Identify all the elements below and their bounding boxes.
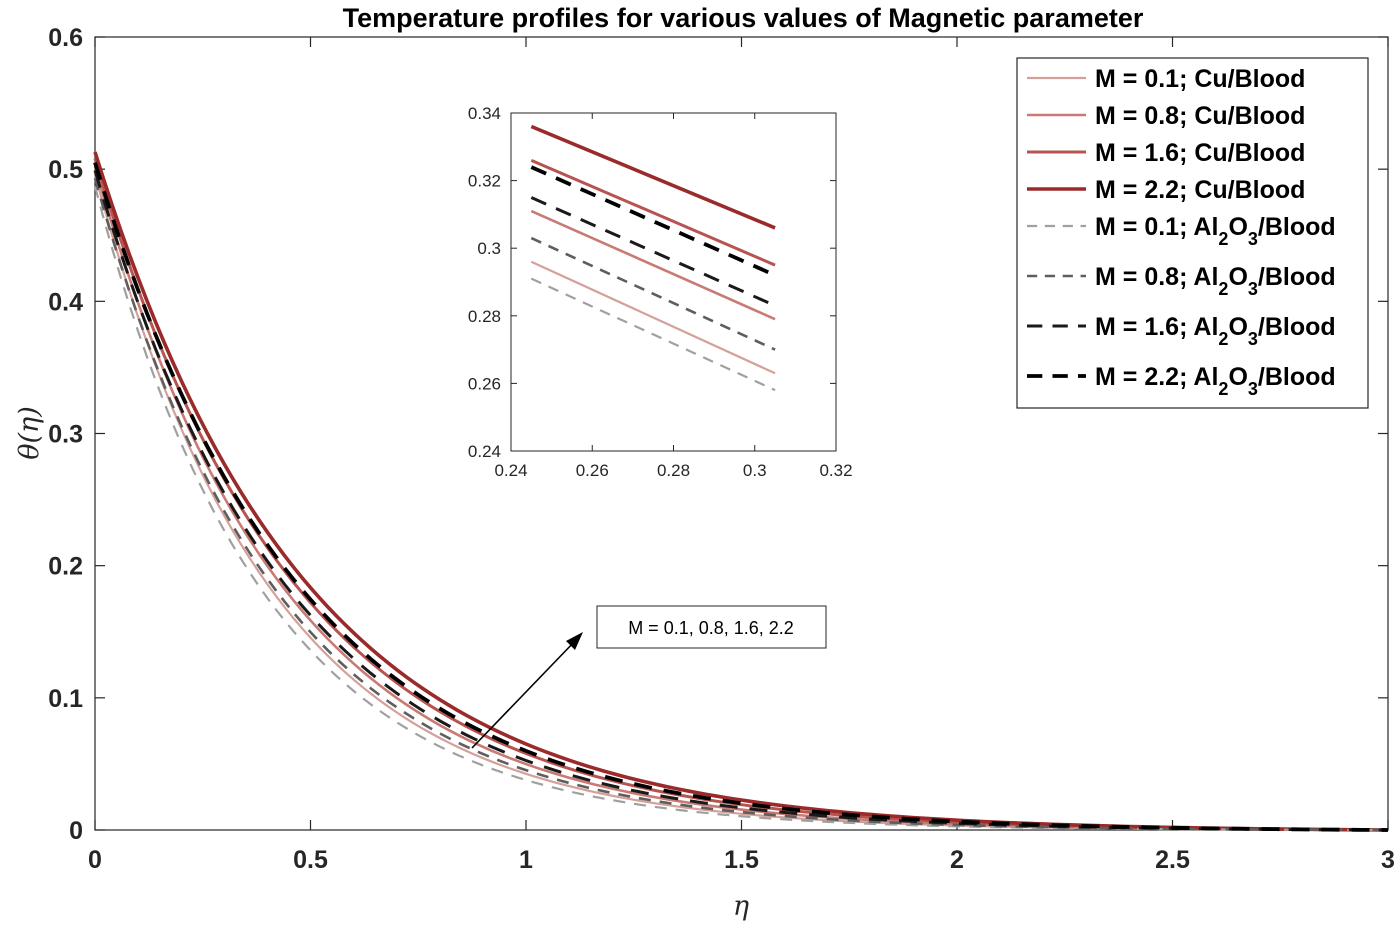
series-line-8 <box>93 161 1389 832</box>
x-tick-label: 1 <box>519 846 533 874</box>
inset-series-line-8 <box>530 165 776 277</box>
inset-series-line-7 <box>530 196 776 308</box>
legend-label-1: M = 0.1; Cu/Blood <box>1095 65 1305 93</box>
legend-label-sub2: 3 <box>1248 279 1258 299</box>
inset-series-line-3 <box>530 158 776 267</box>
inset-series-line-6 <box>530 236 776 351</box>
inset-x-tick-label: 0.28 <box>657 461 690 480</box>
annotation-arrowhead <box>566 632 583 650</box>
inset-x-tick-label: 0.3 <box>743 461 767 480</box>
y-tick-label: 0.6 <box>48 24 83 52</box>
legend-label-3: M = 1.6; Cu/Blood <box>1095 139 1305 167</box>
legend-label-main: M = 2.2; Al <box>1095 363 1218 391</box>
annotation-text: M = 0.1, 0.8, 1.6, 2.2 <box>628 618 794 638</box>
series-line-5 <box>93 186 1389 832</box>
annotation-box <box>596 605 827 649</box>
x-tick-label: 2 <box>950 846 964 874</box>
legend-label-mid: O <box>1228 263 1247 291</box>
legend-label-main: M = 1.6; Cu/Blood <box>1095 139 1305 167</box>
legend-label-5: M = 0.1; Al2O3/Blood <box>1095 213 1336 249</box>
legend-label-mid: O <box>1228 213 1247 241</box>
inset-y-tick-label: 0.28 <box>468 307 501 326</box>
legend-label-tail: /Blood <box>1258 363 1336 391</box>
y-tick-label: 0.1 <box>48 685 83 713</box>
inset-y-tick-label: 0.32 <box>468 172 501 191</box>
legend: M = 0.1; Cu/Blood M = 0.8; Cu/Blood M = 1.… <box>1016 57 1369 409</box>
legend-label-tail: /Blood <box>1258 213 1336 241</box>
legend-label-sub2: 3 <box>1248 379 1258 399</box>
y-tick-label: 0.3 <box>48 421 83 449</box>
legend-label-7: M = 1.6; Al2O3/Blood <box>1095 313 1336 349</box>
legend-label-mid: O <box>1228 363 1247 391</box>
legend-label-sub: 2 <box>1218 279 1228 299</box>
legend-label-4: M = 2.2; Cu/Blood <box>1095 176 1305 204</box>
annotation: M = 0.1, 0.8, 1.6, 2.2 <box>471 605 827 749</box>
legend-label-sub2: 3 <box>1248 329 1258 349</box>
annotation-arrow <box>471 639 577 749</box>
legend-label-main: M = 1.6; Al <box>1095 313 1218 341</box>
inset-x-tick-label: 0.24 <box>494 461 527 480</box>
legend-label-main: M = 0.1; Al <box>1095 213 1218 241</box>
y-tick-label: 0 <box>69 817 83 845</box>
main-series-lines <box>93 151 1389 832</box>
inset-y-tick-label: 0.24 <box>468 442 501 461</box>
y-axis-label: θ(η) <box>14 406 45 460</box>
inset-series-line-2 <box>530 209 776 321</box>
legend-label-sub: 2 <box>1218 329 1228 349</box>
x-tick-label: 2.5 <box>1155 846 1190 874</box>
legend-label-main: M = 0.8; Cu/Blood <box>1095 102 1305 130</box>
legend-label-2: M = 0.8; Cu/Blood <box>1095 102 1305 130</box>
legend-label-6: M = 0.8; Al2O3/Blood <box>1095 263 1336 299</box>
legend-label-sub: 2 <box>1218 379 1228 399</box>
legend-label-mid: O <box>1228 313 1247 341</box>
main-axis-ticks: 0 0.5 1 1.5 2 2.5 3 0 0.1 0.2 0.3 0.4 0.5 0.6 <box>48 24 1395 874</box>
inset-series-line-1 <box>530 260 776 375</box>
legend-label-main: M = 0.8; Al <box>1095 263 1218 291</box>
legend-label-sub2: 3 <box>1248 229 1258 249</box>
y-tick-label: 0.4 <box>48 288 83 316</box>
inset-axis-ticks: 0.24 0.26 0.28 0.3 0.32 0.24 0.26 0.28 0.3 0.32 0.… <box>468 104 853 480</box>
inset-x-tick-label: 0.32 <box>819 461 852 480</box>
inset-x-tick-label: 0.26 <box>576 461 609 480</box>
inset-series-line-5 <box>530 277 776 392</box>
inset-background <box>440 100 855 486</box>
legend-label-tail: /Blood <box>1258 313 1336 341</box>
x-tick-label: 0 <box>88 846 102 874</box>
x-tick-label: 3 <box>1381 846 1395 874</box>
legend-label-tail: /Blood <box>1258 263 1336 291</box>
legend-label-sub: 2 <box>1218 229 1228 249</box>
inset-y-tick-label: 0.3 <box>477 239 501 258</box>
inset-y-tick-label: 0.26 <box>468 374 501 393</box>
legend-label-main: M = 2.2; Cu/Blood <box>1095 176 1305 204</box>
y-tick-label: 0.2 <box>48 553 83 581</box>
x-tick-label: 1.5 <box>724 846 759 874</box>
inset-series-lines <box>530 124 776 392</box>
legend-box <box>1016 57 1369 409</box>
x-tick-label: 0.5 <box>293 846 328 874</box>
x-axis-label: η <box>733 891 749 922</box>
y-tick-label: 0.5 <box>48 156 83 184</box>
inset-y-tick-label: 0.34 <box>468 104 501 123</box>
inset-series-line-4 <box>530 124 776 230</box>
legend-label-main: M = 0.1; Cu/Blood <box>1095 65 1305 93</box>
legend-label-8: M = 2.2; Al2O3/Blood <box>1095 363 1336 399</box>
chart-title: Temperature profiles for various values … <box>343 3 1144 33</box>
